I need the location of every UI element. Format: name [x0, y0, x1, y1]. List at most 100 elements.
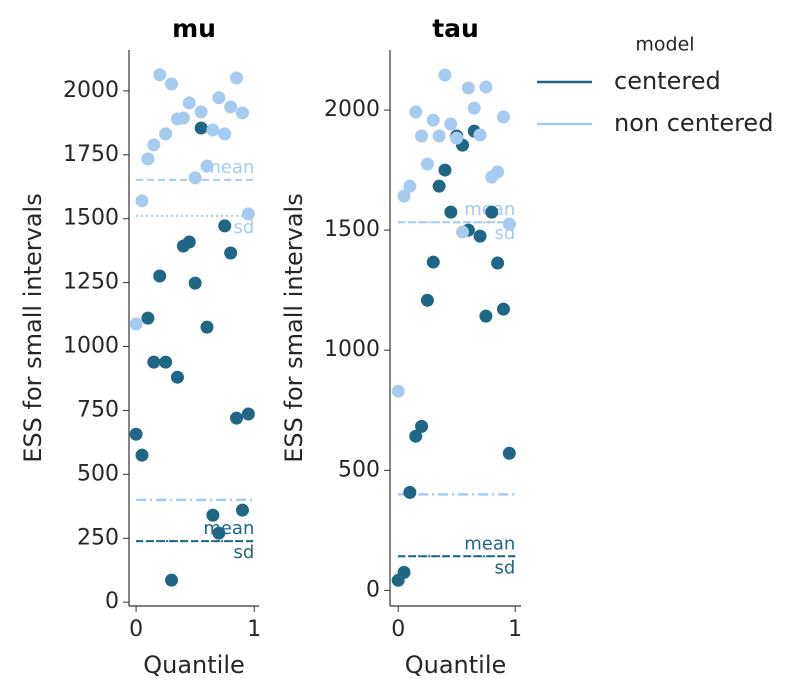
data-point: [432, 179, 446, 193]
data-point: [409, 429, 423, 443]
x-tick-label: 0: [391, 617, 405, 642]
sd-label: sd: [494, 557, 515, 578]
data-point: [194, 121, 208, 135]
data-point: [165, 573, 179, 587]
data-point: [456, 225, 470, 239]
data-point: [444, 205, 458, 219]
data-point: [230, 411, 244, 425]
data-point: [218, 127, 232, 141]
y-tick-label: 1500: [324, 217, 380, 242]
data-point: [491, 165, 505, 179]
data-point: [426, 113, 440, 127]
data-point: [241, 207, 255, 221]
y-tick-label: 500: [77, 461, 119, 486]
data-point: [129, 317, 143, 331]
data-point: [461, 81, 475, 95]
data-point: [212, 91, 226, 105]
sd-label: sd: [234, 217, 255, 238]
data-point: [170, 370, 184, 384]
y-tick-label: 2000: [324, 97, 380, 122]
data-point: [415, 419, 429, 433]
data-point: [415, 129, 429, 143]
data-point: [141, 311, 155, 325]
data-point: [409, 105, 423, 119]
legend-label: centered: [614, 67, 721, 95]
data-point: [496, 302, 510, 316]
y-axis-label: ESS for small intervals: [280, 193, 308, 462]
data-point: [200, 159, 214, 173]
data-point: [206, 508, 220, 522]
x-tick-label: 1: [508, 617, 522, 642]
y-tick-label: 1250: [63, 270, 119, 295]
data-point: [432, 129, 446, 143]
legend-title: model: [635, 34, 694, 56]
subplot-title: mu: [172, 14, 216, 43]
data-point: [141, 152, 155, 166]
y-tick-label: 1750: [63, 142, 119, 167]
data-point: [188, 276, 202, 290]
data-point: [188, 171, 202, 185]
data-point: [147, 355, 161, 369]
y-axis-label: ESS for small intervals: [19, 193, 47, 462]
data-point: [391, 384, 405, 398]
subplot-title: tau: [432, 14, 479, 43]
data-point: [479, 80, 493, 94]
data-point: [182, 235, 196, 249]
data-point: [502, 217, 516, 231]
data-point: [235, 503, 249, 517]
data-point: [467, 101, 481, 115]
x-tick-label: 0: [129, 617, 143, 642]
y-tick-label: 0: [366, 577, 380, 602]
data-point: [438, 68, 452, 82]
data-point: [438, 163, 452, 177]
data-point: [450, 131, 464, 145]
data-point: [194, 105, 208, 119]
y-tick-label: 250: [77, 525, 119, 550]
data-point: [147, 138, 161, 152]
data-point: [212, 526, 226, 540]
data-point: [135, 194, 149, 208]
data-point: [420, 157, 434, 171]
data-point: [200, 320, 214, 334]
data-point: [182, 96, 196, 110]
x-axis-label: Quantile: [143, 651, 245, 679]
y-tick-label: 2000: [63, 78, 119, 103]
data-point: [241, 407, 255, 421]
data-point: [235, 106, 249, 120]
data-point: [218, 219, 232, 233]
data-point: [206, 123, 220, 137]
y-tick-label: 1000: [324, 337, 380, 362]
data-point: [444, 117, 458, 131]
y-tick-label: 1500: [63, 206, 119, 231]
data-point: [426, 255, 440, 269]
data-point: [153, 269, 167, 283]
data-point: [420, 293, 434, 307]
data-point: [502, 446, 516, 460]
y-tick-label: 1000: [63, 334, 119, 359]
x-tick-label: 1: [247, 617, 261, 642]
legend-label: non centered: [614, 109, 773, 137]
data-point: [159, 127, 173, 141]
data-point: [176, 111, 190, 125]
data-point: [159, 355, 173, 369]
data-point: [135, 448, 149, 462]
data-point: [153, 68, 167, 82]
mean-label: mean: [203, 157, 254, 178]
data-point: [403, 179, 417, 193]
y-tick-label: 500: [338, 457, 380, 482]
y-tick-label: 0: [105, 589, 119, 614]
data-point: [230, 71, 244, 85]
data-point: [224, 246, 238, 260]
data-point: [403, 485, 417, 499]
data-point: [129, 427, 143, 441]
data-point: [397, 189, 411, 203]
data-point: [491, 256, 505, 270]
data-point: [473, 128, 487, 142]
data-point: [165, 77, 179, 91]
y-tick-label: 750: [77, 397, 119, 422]
data-point: [479, 309, 493, 323]
data-point: [473, 229, 487, 243]
x-axis-label: Quantile: [405, 651, 507, 679]
data-point: [397, 565, 411, 579]
